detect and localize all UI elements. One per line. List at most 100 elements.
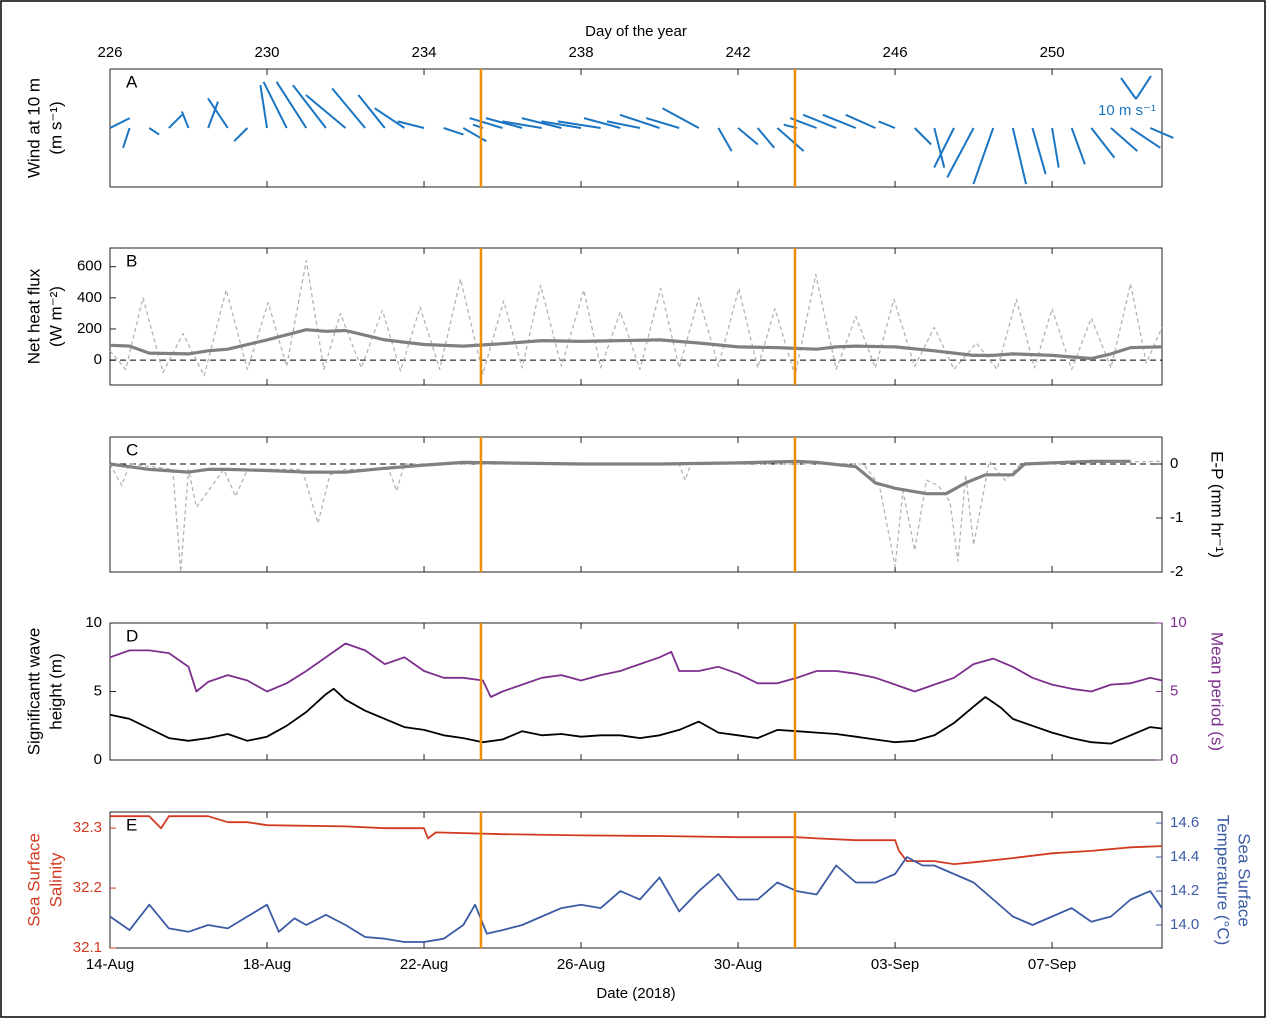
wind-stick — [109, 117, 131, 129]
wind-stick — [1011, 127, 1028, 185]
y-tick-label: 32.3 — [73, 819, 102, 836]
x-tick-label: 03-Sep — [871, 956, 919, 973]
wind-stick — [122, 127, 131, 149]
x-tick-label: 234 — [412, 44, 437, 61]
wind-stick — [262, 81, 288, 129]
y-tick-label: 400 — [77, 289, 102, 306]
x-tick-label: 230 — [254, 44, 279, 61]
x-tick-label: 250 — [1040, 44, 1065, 61]
wind-stick — [822, 113, 857, 129]
wind-stick — [717, 127, 733, 152]
data-line — [109, 856, 1163, 943]
y-axis-label: Net heat flux — [24, 268, 43, 364]
x-tick-label: 18-Aug — [243, 956, 291, 973]
wind-stick — [1031, 127, 1047, 175]
wind-stick — [737, 127, 759, 146]
wind-stick — [933, 127, 955, 169]
x-tick-label: 246 — [883, 44, 908, 61]
wind-stick — [305, 94, 347, 129]
wind-stick — [619, 113, 660, 129]
y-axis-label: Mean period (s) — [1208, 632, 1227, 751]
wind-stick — [233, 127, 249, 142]
wind-stick — [756, 127, 775, 149]
wind-stick — [972, 127, 995, 185]
y-axis-label: E-P (mm hr⁻¹) — [1208, 451, 1227, 558]
y-tick-label: 600 — [77, 258, 102, 275]
wind-stick — [1090, 127, 1116, 159]
wind-stick — [485, 117, 523, 129]
x-tick-label: 26-Aug — [557, 956, 605, 973]
y-tick-label: 5 — [1170, 682, 1178, 699]
wind-stick — [180, 111, 190, 129]
wind-stick — [502, 120, 542, 129]
wind-stick — [469, 117, 503, 129]
panel-label: C — [126, 440, 138, 459]
wind-stick — [541, 120, 582, 129]
wind-stick — [645, 117, 680, 129]
y-tick-label: 14.4 — [1170, 848, 1199, 865]
y-axis-label: (W m⁻²) — [46, 286, 65, 347]
wind-stick — [776, 127, 805, 152]
panel-label: B — [126, 251, 137, 270]
wind-stick — [207, 101, 219, 129]
data-line — [109, 687, 1163, 745]
wind-stick — [374, 107, 405, 129]
wind-stick — [331, 87, 366, 129]
panel-label: A — [126, 72, 138, 91]
y-axis-label: Salinity — [46, 852, 65, 907]
wind-stick — [1070, 127, 1086, 165]
wind-key-stick — [1135, 75, 1152, 100]
data-line — [109, 459, 1131, 496]
y-tick-label: 200 — [77, 320, 102, 337]
panel-label: D — [126, 626, 138, 645]
y-tick-label: 14.2 — [1170, 882, 1199, 899]
x-axis-label: Day of the year — [585, 23, 687, 40]
x-tick-label: 07-Sep — [1028, 956, 1076, 973]
y-axis-label: Temperature (°C) — [1214, 815, 1233, 946]
wind-stick — [357, 94, 386, 129]
wind-stick — [443, 127, 464, 136]
wind-key-stick — [1120, 77, 1137, 100]
wind-stick — [1110, 127, 1139, 152]
wind-stick — [913, 127, 932, 146]
wind-stick — [207, 97, 229, 129]
y-tick-label: 32.1 — [73, 939, 102, 956]
y-tick-label: 0 — [94, 751, 102, 768]
wind-stick — [1051, 127, 1060, 168]
wind-stick — [259, 84, 269, 129]
wind-stick — [397, 120, 425, 129]
plot-frame — [109, 436, 1163, 573]
wind-stick — [275, 81, 308, 129]
x-tick-label: 242 — [726, 44, 751, 61]
wind-stick — [583, 117, 621, 129]
wind-stick — [1130, 127, 1161, 149]
y-tick-label: 0 — [94, 351, 102, 368]
y-tick-label: 32.2 — [73, 879, 102, 896]
y-axis-label: Significantt wave — [24, 628, 43, 756]
wind-stick — [557, 120, 601, 129]
data-line — [109, 642, 1163, 698]
x-tick-label: 238 — [569, 44, 594, 61]
y-axis-label: Sea Surface — [1235, 833, 1254, 927]
wind-stick — [462, 127, 487, 143]
wind-stick — [148, 127, 160, 136]
wind-stick — [802, 113, 837, 129]
x-tick-label: 22-Aug — [400, 956, 448, 973]
wind-stick — [878, 120, 896, 129]
y-tick-label: -2 — [1170, 563, 1183, 580]
y-tick-label: 14.6 — [1170, 814, 1199, 831]
x-tick-label: 14-Aug — [86, 956, 134, 973]
data-line — [110, 815, 1163, 865]
y-axis-label: Sea Surface — [24, 833, 43, 927]
wind-stick — [168, 114, 183, 129]
y-tick-label: 0 — [1170, 751, 1178, 768]
data-line — [109, 259, 1163, 377]
data-line — [109, 460, 1163, 573]
wind-stick — [292, 84, 327, 129]
data-line — [109, 328, 1163, 361]
wind-stick — [521, 117, 562, 129]
wind-stick — [946, 127, 975, 178]
wind-key-label: 10 m s⁻¹ — [1098, 102, 1156, 119]
